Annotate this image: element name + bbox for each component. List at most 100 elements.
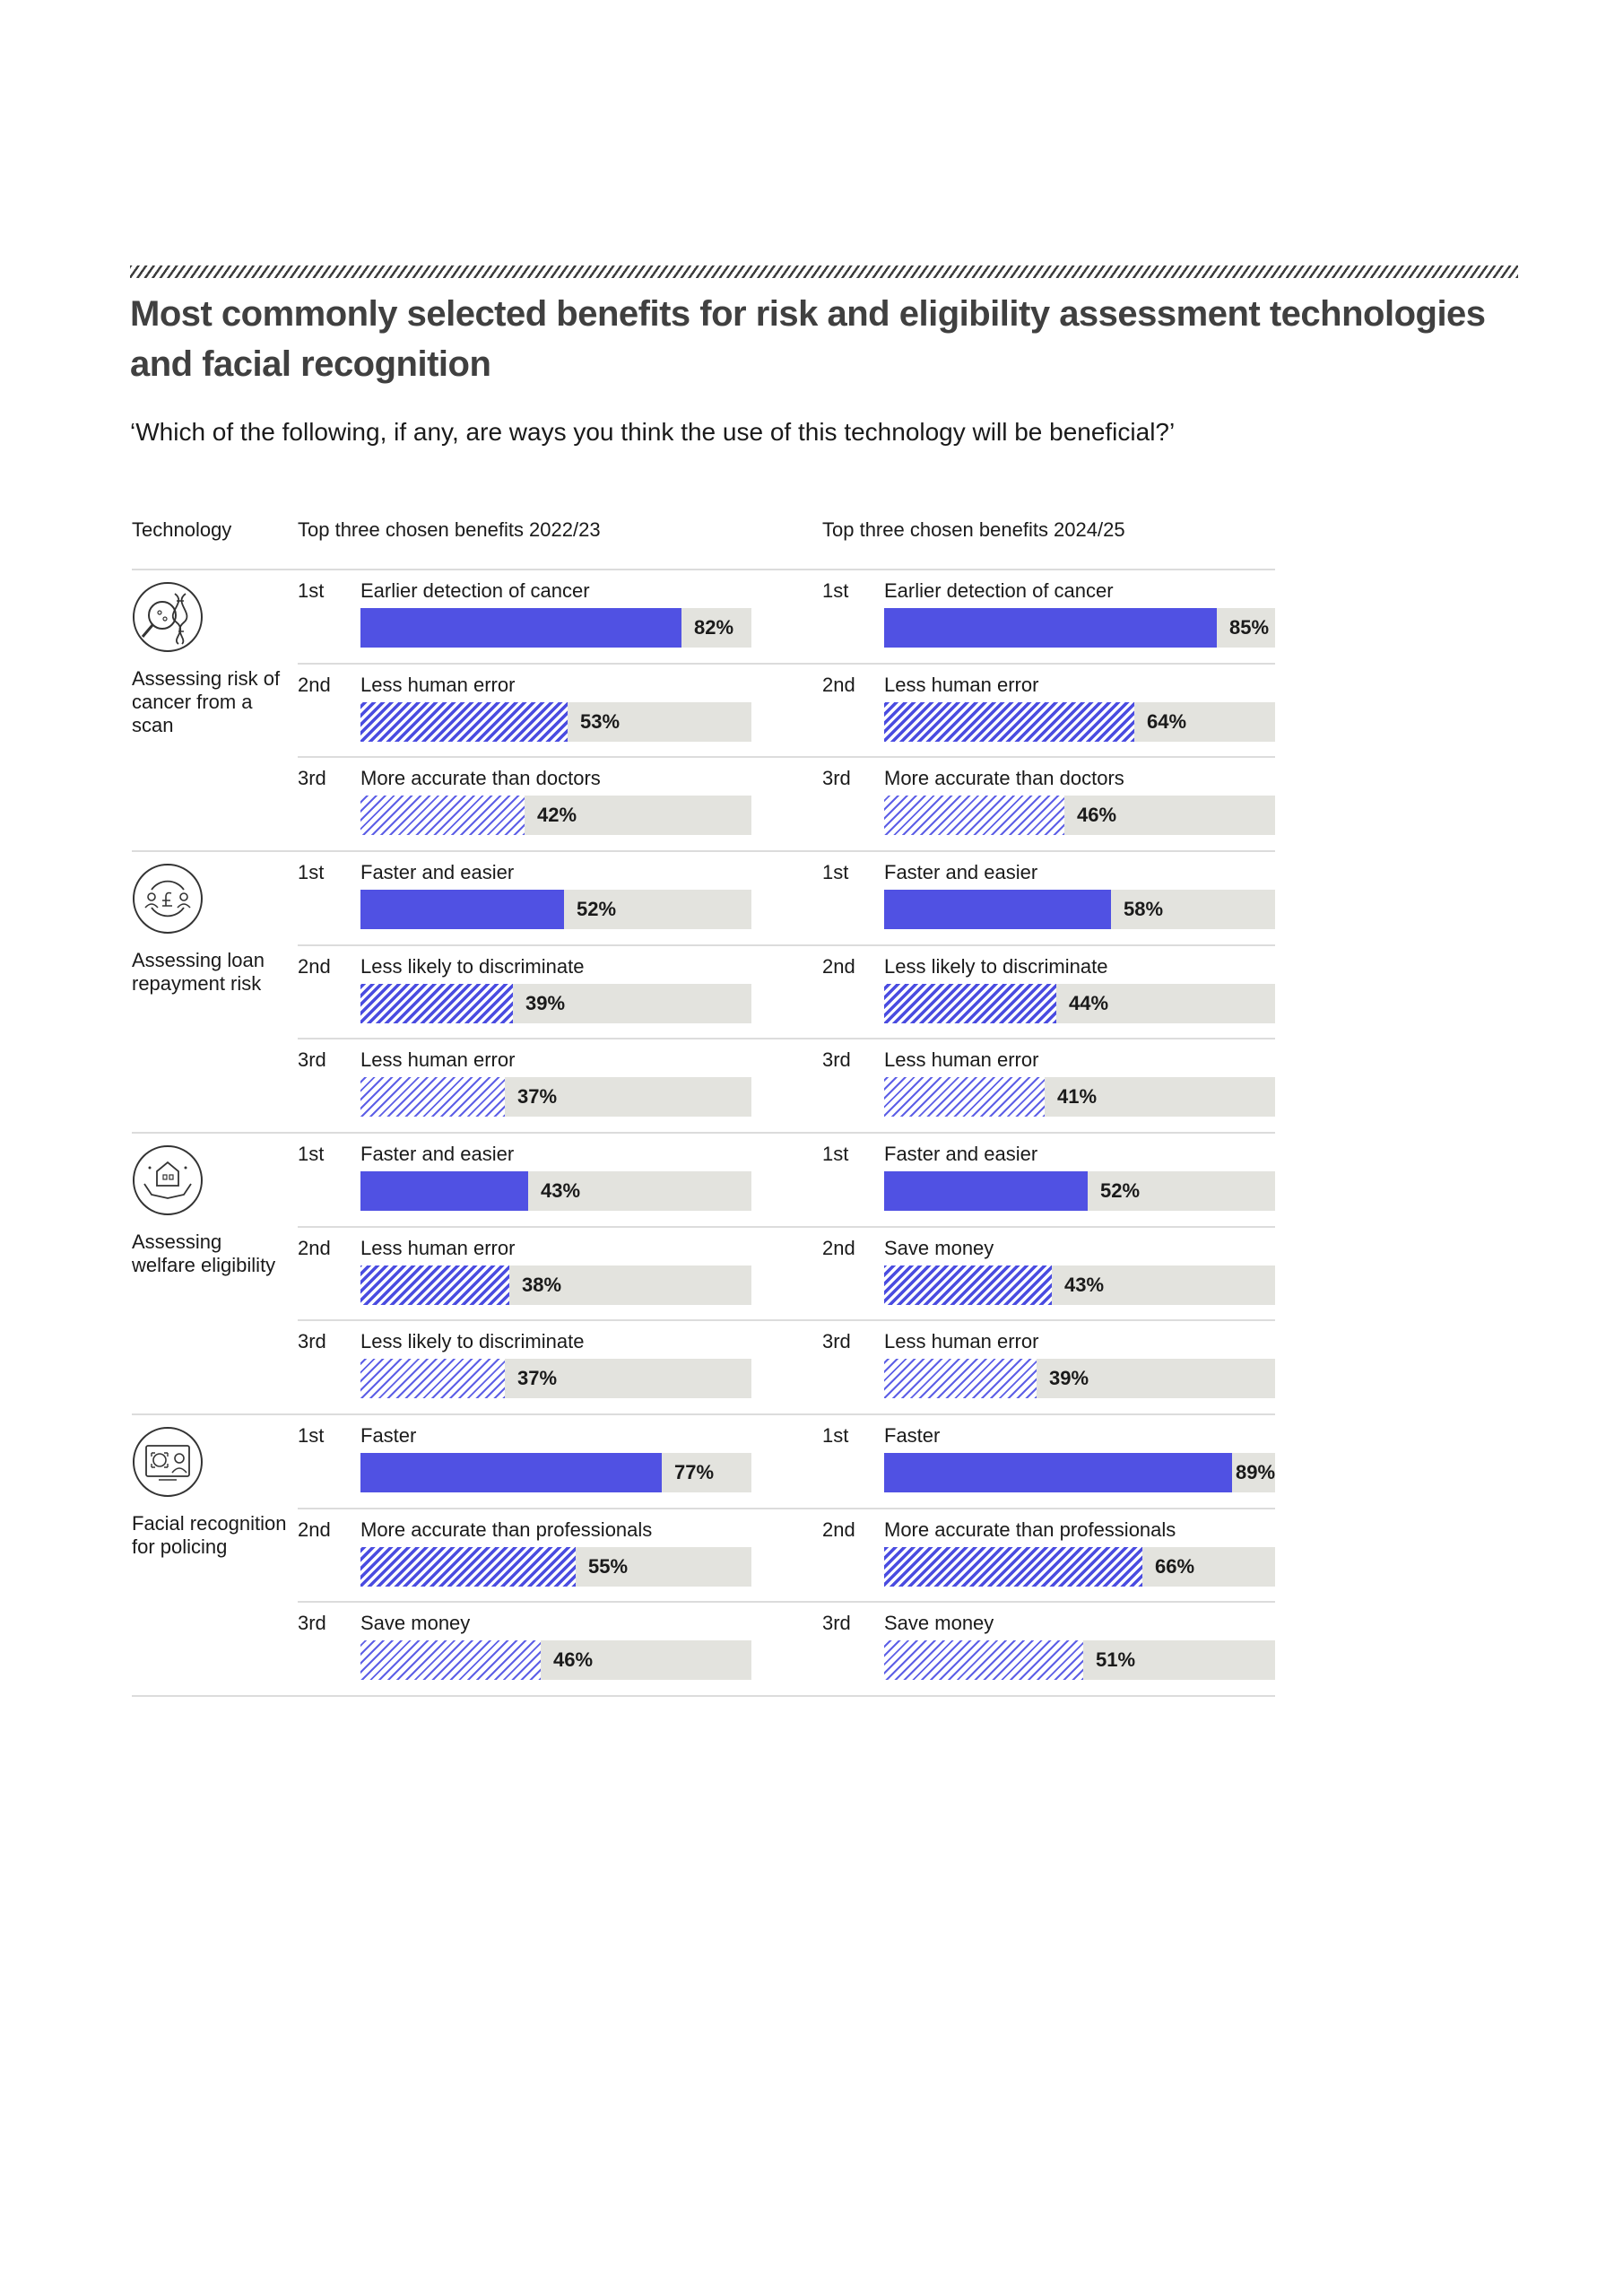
technology-label: Assessing risk of cancer from a scan (132, 667, 281, 736)
bar-track: 37% (360, 1077, 751, 1118)
rank-label: 3rd (298, 1330, 326, 1353)
row-divider (298, 1038, 1275, 1040)
rank-label: 3rd (822, 1612, 851, 1635)
value-label: 46% (553, 1648, 594, 1672)
rank-label: 1st (298, 861, 325, 883)
survey-question: ‘Which of the following, if any, are way… (130, 418, 1176, 446)
value-label: 58% (1124, 898, 1164, 920)
benefit-label: Less human error (360, 1236, 516, 1259)
bar-2nd (360, 1546, 576, 1587)
value-label: 77% (674, 1461, 715, 1483)
bar-track: 58% (884, 890, 1275, 929)
bar-1st (884, 890, 1111, 929)
rank-label: 2nd (822, 1236, 855, 1259)
bar-track: 82% (360, 608, 751, 648)
bar-track: 85% (884, 608, 1275, 648)
value-label: 52% (577, 898, 617, 920)
group-divider (132, 850, 1275, 852)
value-label: 44% (1069, 991, 1109, 1014)
bar-1st (884, 1171, 1088, 1211)
benefit-label: More accurate than doctors (884, 767, 1124, 790)
bar-1st (360, 1453, 662, 1492)
bar-2nd (884, 701, 1134, 742)
benefit-label: Less human error (884, 1330, 1039, 1353)
rank-label: 1st (298, 579, 325, 602)
rank-label: 3rd (822, 767, 851, 790)
bar-track: 55% (360, 1546, 751, 1587)
rank-label: 2nd (822, 673, 855, 696)
column-header-period-a: Top three chosen benefits 2022/23 (298, 518, 601, 541)
cancer-scan-icon (133, 582, 203, 652)
bar-track: 38% (360, 1265, 751, 1305)
bar-2nd (360, 701, 568, 742)
bar-2nd (884, 983, 1056, 1023)
rank-label: 1st (298, 1424, 325, 1447)
value-label: 43% (541, 1179, 581, 1202)
bar-track: 41% (884, 1077, 1275, 1118)
bar-3rd (360, 1640, 541, 1681)
bar-2nd (884, 1546, 1142, 1587)
bar-1st (884, 608, 1217, 648)
row-divider (298, 756, 1275, 759)
rank-label: 2nd (822, 1518, 855, 1541)
bar-track: 52% (360, 890, 751, 929)
rank-label: 1st (822, 1424, 849, 1447)
row-divider (298, 1507, 1275, 1509)
bar-1st (884, 1453, 1232, 1492)
benefit-label: Faster and easier (884, 861, 1038, 883)
value-label: 41% (1057, 1085, 1098, 1109)
benefit-label: Less human error (884, 1048, 1039, 1072)
rank-label: 2nd (298, 673, 331, 696)
bar-2nd (360, 983, 513, 1023)
value-label: 39% (1049, 1367, 1089, 1390)
decorative-hatch-rule (130, 265, 1518, 278)
benefit-label: More accurate than professionals (360, 1518, 653, 1541)
value-label: 43% (1064, 1273, 1105, 1296)
bar-2nd (360, 1265, 509, 1305)
value-label: 37% (517, 1085, 558, 1109)
value-label: 38% (522, 1273, 562, 1296)
benefit-label: More accurate than professionals (884, 1518, 1176, 1541)
rank-label: 3rd (298, 1612, 326, 1635)
row-divider (298, 1225, 1275, 1228)
rank-label: 3rd (298, 1048, 326, 1072)
rank-label: 3rd (822, 1048, 851, 1072)
benefit-label: Less likely to discriminate (360, 1330, 585, 1353)
bar-track: 37% (360, 1359, 751, 1399)
rank-label: 2nd (298, 1236, 331, 1259)
chart-title: Most commonly selected benefits for risk… (130, 294, 1486, 384)
rank-label: 2nd (298, 954, 331, 978)
row-divider (298, 662, 1275, 665)
bar-track: 46% (360, 1640, 751, 1681)
group-divider (132, 569, 1275, 570)
benefit-label: More accurate than doctors (360, 767, 601, 790)
bar-1st (360, 1171, 528, 1211)
bar-3rd (360, 796, 525, 836)
rank-label: 1st (822, 861, 849, 883)
technology-label: Assessing welfare eligibility (132, 1231, 276, 1276)
benefit-label: Less human error (360, 1048, 516, 1072)
technology-cell: Assessing risk of cancer from a scan (132, 581, 289, 737)
rank-label: 1st (822, 1143, 849, 1165)
bar-track: 43% (360, 1171, 751, 1211)
bar-track: 46% (884, 796, 1275, 836)
rank-label: 2nd (822, 954, 855, 978)
value-label: 55% (588, 1554, 629, 1578)
value-label: 66% (1155, 1554, 1195, 1578)
bar-track: 44% (884, 983, 1275, 1023)
bar-3rd (884, 1077, 1045, 1118)
rank-label: 1st (298, 1143, 325, 1165)
bar-track: 51% (884, 1640, 1275, 1681)
bar-track: 42% (360, 796, 751, 836)
value-label: 39% (525, 991, 566, 1014)
bar-track: 39% (360, 983, 751, 1023)
group-divider (132, 1132, 1275, 1134)
column-header-period-b: Top three chosen benefits 2024/25 (822, 518, 1125, 541)
rank-label: 3rd (822, 1330, 851, 1353)
value-label: 51% (1096, 1648, 1136, 1672)
value-label: 82% (694, 616, 734, 639)
benefit-label: Earlier detection of cancer (884, 579, 1114, 602)
value-label: 37% (517, 1367, 558, 1390)
bar-track: 77% (360, 1453, 751, 1492)
benefit-label: Earlier detection of cancer (360, 579, 590, 602)
